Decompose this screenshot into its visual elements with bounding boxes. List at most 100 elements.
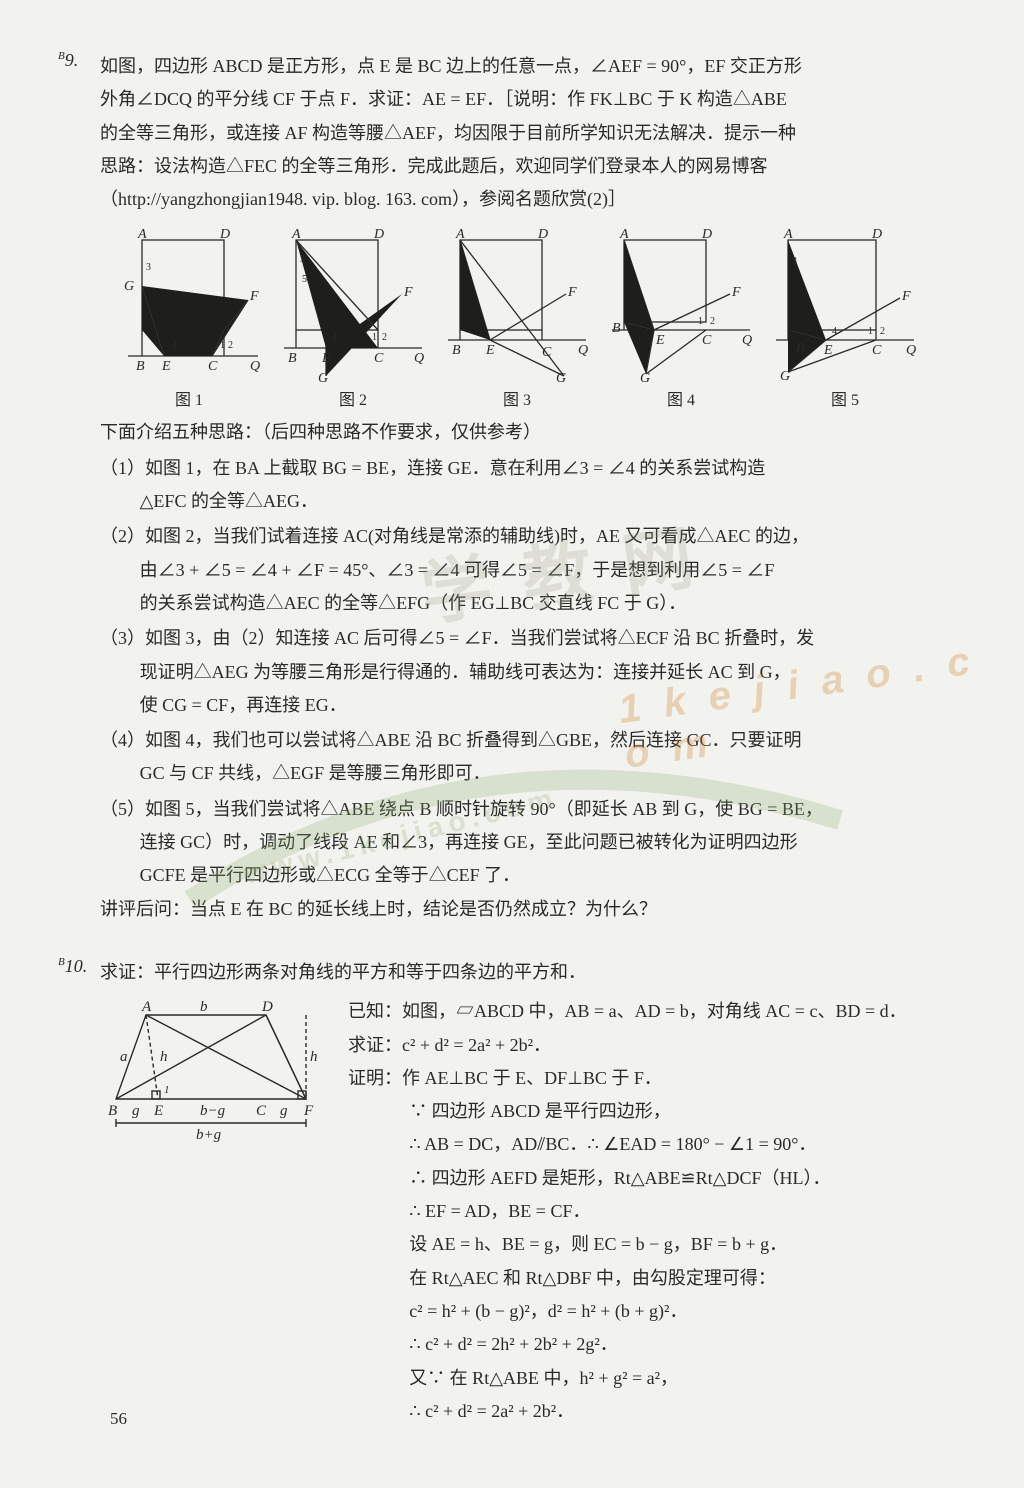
fig1-angle2: 2 — [228, 340, 233, 351]
p10-D: D — [261, 999, 273, 1015]
p10-C: C — [256, 1103, 267, 1119]
idea4-a: （4）如图 4，我们也可以尝试将△ABE 沿 BC 折叠得到△GBE，然后连接 … — [100, 730, 802, 750]
p10-g2: g — [280, 1103, 288, 1119]
fig2-D: D — [373, 227, 384, 242]
p10-pl4: ∴ EF = AD，BE = CF． — [348, 1195, 984, 1228]
idea3-a: （3）如图 3，由（2）知连接 AC 后可得∠5 = ∠F．当我们尝试将△ECF… — [100, 628, 814, 648]
p9-ideas: 下面介绍五种思路：（后四种思路不作要求，仅供参考） （1）如图 1，在 BA 上… — [100, 416, 984, 925]
fig5-A: A — [783, 227, 793, 242]
p9-figures-row: A D G F B E C Q 3 4 1 2 — [110, 226, 984, 410]
fig1-label-C: C — [208, 359, 218, 374]
idea3-c: 使 CG = CF，再连接 EG． — [140, 689, 984, 722]
fig2-E: E — [321, 351, 331, 366]
p10-pl6: 在 Rt△AEC 和 Rt△DBF 中，由勾股定理可得： — [348, 1262, 984, 1295]
idea-5: （5）如图 5，当我们尝试将△ABE 绕点 B 顺时针旋转 90°（即延长 AB… — [100, 793, 984, 893]
fig1-label-A: A — [137, 227, 147, 242]
idea5-c: GCFE 是平行四边形或△ECG 全等于△CEF 了． — [140, 859, 984, 892]
figure-4-svg: A D F B E C Q G 1 2 — [602, 226, 760, 384]
fig2-G: G — [318, 371, 328, 384]
p10-bmg: b−g — [200, 1103, 226, 1119]
fig1-label-D: D — [219, 227, 230, 242]
p10-B: B — [108, 1103, 117, 1119]
p10-statement: 求证：平行四边形两条对角线的平方和等于四条边的平方和． — [100, 956, 984, 989]
fig2-B: B — [288, 351, 297, 366]
fig3-G: G — [556, 371, 566, 384]
fig5-B: B — [796, 341, 805, 356]
p9-line3: 的全等三角形，或连接 AF 构造等腰△AEF，均因限于目前所学知识无法解决．提示… — [100, 123, 796, 143]
fig1-angle4: 4 — [172, 340, 177, 351]
problem-9-number: B9. — [58, 50, 78, 71]
fig3-D: D — [537, 227, 548, 242]
fig4-caption: 图 4 — [667, 386, 695, 410]
fig4-D: D — [701, 227, 712, 242]
p9-line5: （http://yangzhongjian1948. vip. blog. 16… — [100, 189, 626, 209]
idea2-c: 的关系尝试构造△AEC 的全等△EFG（作 EG⊥BC 交直线 FC 于 G）． — [140, 587, 984, 620]
figure-2-svg: A D F B E C Q G 3 5 4 1 2 — [274, 226, 432, 384]
fig2-F: F — [403, 285, 413, 300]
p10-text: 已知：如图，▱ABCD 中，AB = a、AD = b，对角线 AC = c、B… — [348, 995, 984, 1428]
fig5-a3: 3 — [792, 256, 797, 267]
fig2-caption: 图 2 — [339, 386, 367, 410]
fig5-Q: Q — [906, 343, 916, 358]
p10-proof-label: 证明：作 AE⊥BC 于 E、DF⊥BC 于 F． — [348, 1062, 984, 1095]
p10-h2: h — [310, 1049, 318, 1065]
fig4-a1: 1 — [698, 316, 703, 327]
fig5-G: G — [780, 369, 790, 384]
fig5-a4: 4 — [832, 326, 837, 337]
fig4-a2: 2 — [710, 316, 715, 327]
idea1-b: △EFC 的全等△AEG． — [140, 485, 984, 518]
fig3-caption: 图 3 — [503, 386, 531, 410]
p10-svg: A b D a h h B g E b−g C g F b+g — [100, 995, 330, 1155]
fig2-C: C — [374, 351, 384, 366]
p10-bpg: b+g — [196, 1127, 222, 1143]
fig5-D: D — [871, 227, 882, 242]
fig4-A: A — [619, 227, 629, 242]
fig5-caption: 图 5 — [831, 386, 859, 410]
fig1-label-B: B — [136, 359, 145, 374]
fig1-label-Q: Q — [250, 359, 260, 374]
p10-given: 已知：如图，▱ABCD 中，AB = a、AD = b，对角线 AC = c、B… — [348, 995, 984, 1028]
idea2-a: （2）如图 2，当我们试着连接 AC(对角线是常添的辅助线)时，AE 又可看成△… — [100, 526, 809, 546]
problem-9-num: 9. — [65, 50, 79, 70]
idea1-a: （1）如图 1，在 BA 上截取 BG = BE，连接 GE．意在利用∠3 = … — [100, 458, 765, 478]
problem-10: B10. 求证：平行四边形两条对角线的平方和等于四条边的平方和． — [100, 956, 984, 1428]
p10-A: A — [141, 999, 152, 1015]
fig4-C: C — [702, 333, 712, 348]
p10-E: E — [153, 1103, 163, 1119]
p9-line2: 外角∠DCQ 的平分线 CF 于点 F．求证：AE = EF．［说明：作 FK⊥… — [100, 89, 787, 109]
figure-4: A D F B E C Q G 1 2 图 4 — [602, 226, 760, 410]
idea-3: （3）如图 3，由（2）知连接 AC 后可得∠5 = ∠F．当我们尝试将△ECF… — [100, 622, 984, 722]
problem-10-sup: B — [58, 956, 65, 968]
p10-pl2: ∴ AB = DC，AD⫽BC．∴ ∠EAD = 180° − ∠1 = 90°… — [348, 1128, 984, 1161]
idea5-a: （5）如图 5，当我们尝试将△ABE 绕点 B 顺时针旋转 90°（即延长 AB… — [100, 799, 823, 819]
p10-pl3: ∴ 四边形 AEFD 是矩形，Rt△ABE≌Rt△DCF（HL）． — [348, 1162, 984, 1195]
fig2-Q: Q — [414, 351, 424, 366]
fig4-G: G — [640, 371, 650, 384]
fig5-a1: 1 — [868, 326, 873, 337]
fig3-B: B — [452, 343, 461, 358]
page-number: 56 — [110, 1409, 127, 1429]
fig4-E: E — [655, 333, 665, 348]
figure-5-svg: A D F B E C Q G 3 4 1 2 — [766, 226, 924, 384]
fig3-F: F — [567, 285, 577, 300]
figure-5: A D F B E C Q G 3 4 1 2 — [766, 226, 924, 410]
idea4-b: GC 与 CF 共线，△EGF 是等腰三角形即可． — [140, 757, 984, 790]
idea2-b: 由∠3 + ∠5 = ∠4 + ∠F = 45°、∠3 = ∠4 可得∠5 = … — [140, 554, 984, 587]
fig2-angle4: 4 — [332, 332, 337, 343]
figure-1-svg: A D G F B E C Q 3 4 1 2 — [110, 226, 268, 384]
fig1-label-G: G — [124, 279, 134, 294]
fig5-F: F — [901, 289, 911, 304]
fig3-A: A — [455, 227, 465, 242]
fig4-Q: Q — [742, 333, 752, 348]
idea3-b: 现证明△AEG 为等腰三角形是行得通的．辅助线可表达为：连接并延长 AC 到 G… — [140, 656, 984, 689]
fig4-F: F — [731, 285, 741, 300]
p10-pl9: 又∵ 在 Rt△ABE 中，h² + g² = a²， — [348, 1362, 984, 1395]
p10-toprove: 求证：c² + d² = 2a² + 2b²． — [348, 1029, 984, 1062]
fig3-Q: Q — [578, 343, 588, 358]
fig1-label-E: E — [161, 359, 171, 374]
problem-10-num: 10. — [65, 956, 88, 976]
p9-line4: 思路：设法构造△FEC 的全等三角形．完成此题后，欢迎同学们登录本人的网易博客 — [100, 156, 768, 176]
fig2-angle1: 1 — [372, 332, 377, 343]
problem-9: B9. 如图，四边形 ABCD 是正方形，点 E 是 BC 边上的任意一点，∠A… — [100, 50, 984, 926]
p10-diagram: A b D a h h B g E b−g C g F b+g — [100, 995, 330, 1428]
